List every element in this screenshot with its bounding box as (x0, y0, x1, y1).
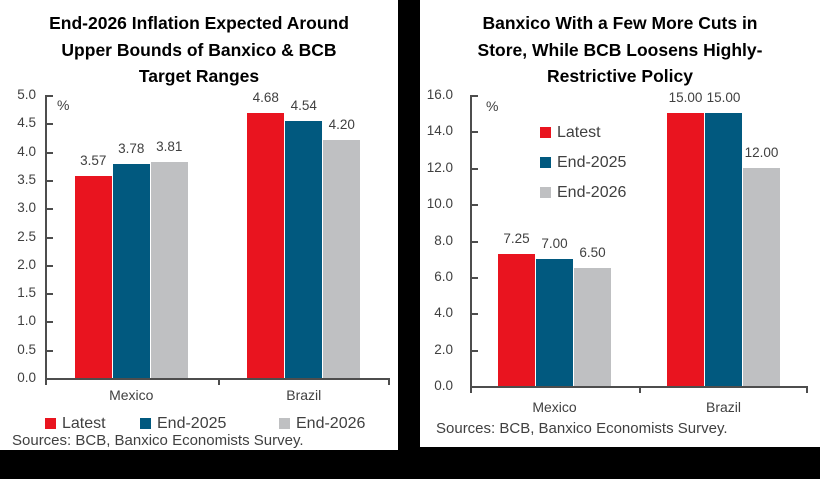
x-axis-line (470, 386, 808, 388)
inflation-chart-panel: End-2026 Inflation Expected Around Upper… (0, 0, 398, 450)
x-tick-mark (806, 388, 808, 393)
y-tick-mark (47, 236, 53, 239)
x-axis-line (45, 378, 390, 380)
y-tick-label: 3.0 (17, 200, 36, 216)
chart-title: End-2026 Inflation Expected Around Upper… (49, 13, 349, 86)
y-tick-label: 8.0 (434, 232, 453, 248)
y-tick-label: 0.0 (434, 378, 453, 393)
source-note: Sources: BCB, Banxico Economists Survey. (436, 420, 728, 437)
y-tick-label: 1.5 (17, 285, 36, 301)
y-tick-label: 0.0 (17, 370, 36, 385)
y-tick-label: 16.0 (426, 87, 453, 102)
y-axis-line (45, 95, 47, 380)
legend-marker-latest (45, 418, 56, 429)
legend-label-end-2026: End-2026 (557, 184, 627, 201)
bar-value-label: 4.20 (328, 117, 355, 133)
y-tick-label: 3.5 (17, 171, 36, 187)
legend-marker-end-2026 (279, 418, 290, 429)
policy-rate-chart-panel: Banxico With a Few More Cuts in Store, W… (420, 0, 820, 447)
y-tick-label: 12.0 (426, 159, 453, 175)
y-tick-mark (472, 313, 478, 316)
percent-label: % (57, 97, 70, 113)
category-label: Mexico (532, 399, 577, 415)
y-tick-mark (472, 131, 478, 134)
y-axis-line (470, 95, 472, 388)
y-tick-label: 14.0 (426, 123, 453, 139)
y-tick-mark (472, 95, 478, 97)
policy-rate-bar-chart: 16.0 14.0 12.0 10.0 8.0 6.0 4.0 2.0 0.0% Mexico 7.… (420, 0, 820, 447)
legend-marker-end-2026 (540, 187, 551, 198)
bar-value-label: 4.54 (290, 98, 317, 114)
x-tick-mark (388, 380, 390, 385)
chart-title: Banxico With a Few More Cuts in Store, W… (477, 13, 763, 86)
bar-brazil-end-2025 (705, 113, 742, 386)
y-tick-label: 2.5 (17, 228, 36, 244)
legend-marker-latest (540, 127, 551, 138)
bar-mexico-end-2026 (574, 267, 611, 386)
y-tick-mark (472, 167, 478, 170)
x-tick-mark (470, 388, 472, 393)
bar-brazil-latest (667, 113, 704, 386)
x-tick-mark (217, 380, 220, 385)
bar-mexico-end-2026 (150, 162, 188, 378)
bar-mexico-end-2025 (536, 258, 573, 386)
legend-marker-end-2025 (540, 157, 551, 168)
source-note: Sources: BCB, Banxico Economists Survey. (12, 432, 304, 449)
bar-value-label: 3.81 (156, 139, 183, 155)
y-tick-mark (472, 276, 478, 279)
y-tick-label: 6.0 (434, 268, 453, 284)
y-tick-label: 5.0 (17, 87, 36, 102)
legend-marker-end-2025 (140, 418, 151, 429)
y-tick-mark (472, 204, 478, 207)
bar-value-label: 3.57 (80, 152, 107, 168)
legend-label-latest: Latest (557, 124, 601, 141)
inflation-bar-chart: 5.0 4.5 4.0 3.5 3.0 2.5 2.0 1.5 1.0 0.5 0.0% Mexico… (0, 0, 398, 450)
y-tick-label: 1.0 (17, 313, 36, 329)
category-label: Mexico (109, 387, 154, 403)
x-tick-mark (45, 380, 47, 385)
bar-value-label: 15.00 (668, 90, 703, 106)
bar-value-label: 4.68 (252, 90, 279, 106)
bar-value-label: 12.00 (744, 144, 779, 160)
bar-brazil-end-2026 (743, 167, 780, 386)
y-tick-label: 2.0 (17, 256, 36, 272)
y-tick-mark (47, 321, 53, 324)
y-tick-label: 10.0 (426, 196, 453, 212)
y-tick-mark (472, 240, 478, 243)
category-label: Brazil (286, 387, 322, 403)
legend-label-end-2026: End-2026 (296, 415, 366, 432)
bar-value-label: 15.00 (706, 90, 741, 106)
bar-value-label: 7.00 (541, 235, 568, 251)
y-tick-mark (47, 293, 53, 296)
y-tick-mark (47, 264, 53, 267)
y-tick-label: 4.0 (17, 143, 36, 159)
y-tick-label: 2.0 (434, 341, 453, 357)
bar-value-label: 3.78 (118, 141, 145, 157)
bar-brazil-latest (247, 113, 285, 378)
y-tick-mark (47, 179, 53, 182)
legend-label-latest: Latest (62, 415, 106, 432)
legend-label-end-2025: End-2025 (557, 154, 627, 171)
x-tick-mark (639, 388, 641, 393)
bar-mexico-end-2025 (112, 164, 150, 378)
y-tick-label: 0.5 (17, 341, 36, 357)
bar-brazil-end-2025 (285, 121, 323, 378)
bar-value-label: 7.25 (503, 231, 530, 247)
y-tick-mark (472, 349, 478, 352)
y-tick-mark (47, 151, 53, 154)
y-tick-mark (47, 123, 53, 126)
bar-mexico-latest (498, 254, 535, 386)
percent-label: % (486, 98, 499, 114)
y-tick-mark (47, 95, 53, 97)
category-label: Brazil (705, 399, 741, 415)
legend-label-end-2025: End-2025 (157, 415, 227, 432)
bar-mexico-latest (74, 175, 112, 378)
y-tick-mark (47, 349, 53, 352)
y-tick-label: 4.5 (17, 115, 36, 131)
y-tick-mark (47, 208, 53, 211)
bar-brazil-end-2026 (323, 140, 361, 378)
bar-value-label: 6.50 (579, 244, 606, 260)
y-tick-label: 4.0 (434, 305, 453, 321)
